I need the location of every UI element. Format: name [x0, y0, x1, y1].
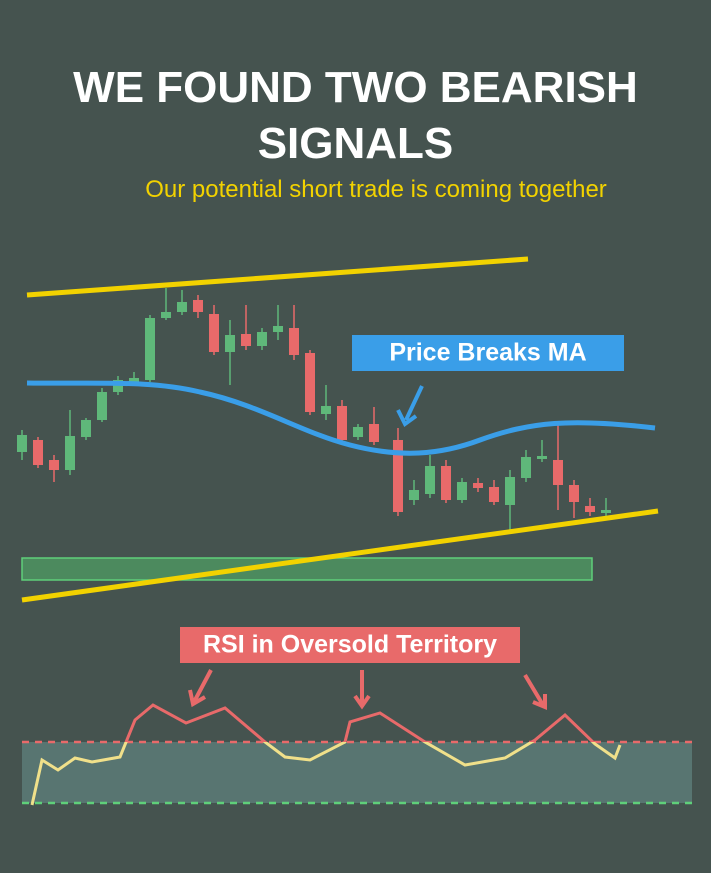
price-label-box [352, 335, 624, 371]
candle-body [97, 392, 107, 420]
candle-body [49, 460, 59, 470]
candles [17, 288, 611, 530]
rsi-label: RSI in Oversold Territory [203, 631, 497, 659]
candle-body [209, 314, 219, 352]
candle-body [241, 334, 251, 346]
candle-body [553, 460, 563, 485]
rsi-label-box [180, 627, 520, 663]
candle-body [193, 300, 203, 312]
resistance-line [26, 256, 529, 298]
candle-body [505, 477, 515, 505]
price-arrow [396, 385, 424, 428]
candle-body [425, 466, 435, 494]
title: WE FOUND TWO BEARISH SIGNALS [73, 63, 638, 168]
candle-body [321, 406, 331, 414]
candle-body [289, 328, 299, 355]
candle-body [537, 456, 547, 459]
candle-body [65, 436, 75, 470]
rsi-line-high [124, 703, 596, 742]
candle-body [585, 506, 595, 512]
candle-body [489, 487, 499, 502]
candle-body [441, 466, 451, 500]
rsi-arrows [188, 669, 547, 710]
candle-body [33, 440, 43, 465]
candle-body [337, 406, 347, 440]
candle-body [393, 440, 403, 512]
candle-body [81, 420, 91, 437]
candle-body [145, 318, 155, 380]
moving-average [26, 380, 656, 456]
candle-body [257, 332, 267, 346]
candle-body [473, 483, 483, 488]
candle-body [409, 490, 419, 500]
price-label: Price Breaks MA [389, 339, 586, 367]
subtitle: Our potential short trade is coming toge… [145, 176, 607, 203]
rsi-line [30, 703, 622, 806]
candle-body [129, 378, 139, 382]
candle-body [177, 302, 187, 312]
candle-body [273, 326, 283, 332]
candle-body [305, 353, 315, 412]
candle-body [225, 335, 235, 352]
rsi-band [22, 742, 692, 803]
candle-body [457, 482, 467, 500]
candle-body [113, 380, 123, 392]
support-line [21, 508, 659, 603]
candle-body [161, 312, 171, 318]
candle-body [521, 457, 531, 478]
candle-body [369, 424, 379, 442]
candle-body [17, 435, 27, 452]
candle-body [353, 427, 363, 437]
candle-body [601, 510, 611, 513]
candle-body [569, 485, 579, 502]
rsi-line-low [30, 742, 622, 806]
